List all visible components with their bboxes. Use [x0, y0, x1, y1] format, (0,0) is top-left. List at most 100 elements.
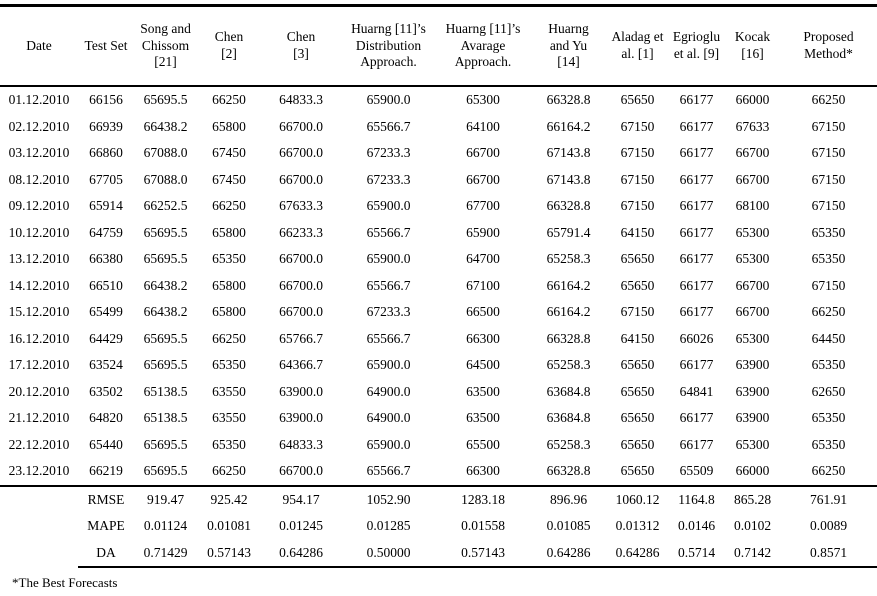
cell-kocak-16: 67633 — [735, 118, 770, 134]
cell-aladag-1: 65650 — [620, 410, 655, 426]
cell-song-chissom-21: 65695.5 — [143, 436, 188, 452]
cell-chen-3: 66233.3 — [279, 224, 323, 240]
stats-row-mape: MAPE 0.01124 0.01081 0.01245 0.01285 0.01558 0… — [0, 513, 877, 540]
table-row: 23.12.2010 66219 65695.5 66250 66700.0 65566.… — [0, 458, 877, 487]
stats-cell-kocak-16: 0.0102 — [733, 518, 772, 534]
stats-cell-chen-3: 954.17 — [282, 491, 320, 507]
cell-kocak-16: 65300 — [735, 330, 770, 346]
cell-chen-2: 65800 — [212, 277, 246, 293]
stats-cell-huarng-11-distribution: 0.01285 — [366, 518, 411, 534]
cell-aladag-1: 67150 — [620, 304, 655, 320]
cell-aladag-1: 67150 — [620, 171, 655, 187]
cell-aladag-1: 67150 — [620, 198, 655, 214]
cell-huarng-11-distribution: 65900.0 — [366, 436, 411, 452]
cell-chen-2: 66250 — [212, 330, 246, 346]
cell-huarng-11-distribution: 65900.0 — [366, 357, 411, 373]
cell-chen-2: 66250 — [212, 198, 246, 214]
cell-huarng-11-avarage: 66300 — [466, 330, 500, 346]
cell-test-set: 64429 — [89, 330, 123, 346]
cell-kocak-16: 65300 — [735, 224, 770, 240]
cell-date: 20.12.2010 — [8, 383, 70, 399]
table-row: 20.12.2010 63502 65138.5 63550 63900.0 64900.… — [0, 379, 877, 406]
cell-huarng-11-avarage: 64100 — [466, 118, 500, 134]
cell-huarng-11-avarage: 65300 — [466, 92, 500, 108]
cell-huarng-11-distribution: 65566.7 — [366, 277, 411, 293]
cell-huarng-11-avarage: 67700 — [466, 198, 500, 214]
stats-label-da: DA — [78, 539, 134, 568]
cell-chen-3: 64366.7 — [279, 357, 323, 373]
cell-aladag-1: 64150 — [620, 224, 655, 240]
table-row: 13.12.2010 66380 65695.5 65350 66700.0 65900.… — [0, 246, 877, 273]
cell-proposed-method: 67150 — [811, 118, 846, 134]
cell-huarng-yu-14: 63684.8 — [546, 410, 591, 426]
stats-cell-huarng-11-avarage: 1283.18 — [461, 491, 505, 507]
stats-cell-kocak-16: 0.7142 — [725, 539, 780, 568]
cell-aladag-1: 67150 — [620, 118, 655, 134]
cell-huarng-yu-14: 67143.8 — [546, 145, 591, 161]
column-header-huarng-11-distribution: Huarng [11]’s Distribution Approach. — [341, 5, 436, 87]
column-header-song-chissom-21: Song and Chissom [21] — [134, 5, 197, 87]
cell-huarng-11-distribution: 67233.3 — [366, 304, 411, 320]
cell-date: 08.12.2010 — [8, 171, 70, 187]
cell-chen-3: 65766.7 — [279, 330, 323, 346]
stats-label-mape: MAPE — [87, 518, 125, 534]
cell-proposed-method: 67150 — [811, 198, 846, 214]
stats-cell-huarng-yu-14: 0.64286 — [530, 539, 607, 568]
cell-kocak-16: 63900 — [735, 410, 770, 426]
cell-chen-3: 67633.3 — [279, 198, 323, 214]
cell-date: 16.12.2010 — [8, 330, 70, 346]
cell-egrioglu-9: 65509 — [668, 458, 725, 487]
stats-cell-song-chissom-21: 0.01124 — [143, 518, 188, 534]
cell-proposed-method: 65350 — [811, 410, 846, 426]
cell-test-set: 66219 — [78, 458, 134, 487]
cell-proposed-method: 67150 — [811, 145, 846, 161]
cell-aladag-1: 67150 — [620, 145, 655, 161]
stats-label-rmse: RMSE — [87, 491, 125, 507]
cell-test-set: 66156 — [89, 92, 123, 108]
cell-test-set: 64759 — [89, 224, 123, 240]
stats-row-rmse: RMSE 919.47 925.42 954.17 1052.90 1283.18 896.… — [0, 486, 877, 514]
cell-kocak-16: 65300 — [735, 251, 770, 267]
stats-cell-huarng-yu-14: 0.01085 — [546, 518, 591, 534]
cell-test-set: 65499 — [89, 304, 123, 320]
cell-chen-3: 63900.0 — [279, 410, 323, 426]
table-row: 14.12.2010 66510 66438.2 65800 66700.0 65566.… — [0, 273, 877, 300]
table-header-row: Date Test Set Song and Chissom [21] Chen [2… — [0, 5, 877, 87]
cell-egrioglu-9: 66026 — [679, 330, 714, 346]
cell-chen-3: 64833.3 — [279, 436, 323, 452]
stats-cell-chen-2: 0.57143 — [197, 539, 261, 568]
cell-proposed-method: 65350 — [811, 251, 846, 267]
cell-date: 22.12.2010 — [8, 436, 70, 452]
cell-huarng-yu-14: 66328.8 — [546, 330, 591, 346]
cell-kocak-16: 66700 — [735, 171, 770, 187]
cell-aladag-1: 65650 — [620, 92, 655, 108]
cell-song-chissom-21: 65138.5 — [143, 383, 188, 399]
cell-song-chissom-21: 66438.2 — [143, 118, 188, 134]
stats-cell-proposed-method: 0.0089 — [809, 518, 848, 534]
cell-huarng-11-avarage: 64500 — [466, 357, 500, 373]
cell-huarng-yu-14: 66164.2 — [546, 304, 591, 320]
cell-song-chissom-21: 65695.5 — [143, 357, 188, 373]
cell-proposed-method: 65350 — [811, 436, 846, 452]
stats-cell-song-chissom-21: 0.71429 — [134, 539, 197, 568]
cell-chen-3: 66700.0 — [279, 145, 323, 161]
column-header-aladag-1: Aladag et al. [1] — [607, 5, 668, 87]
cell-huarng-11-avarage: 66300 — [436, 458, 530, 487]
cell-date: 10.12.2010 — [8, 224, 70, 240]
cell-aladag-1: 65650 — [620, 383, 655, 399]
stats-cell-egrioglu-9: 0.5714 — [668, 539, 725, 568]
cell-huarng-yu-14: 66328.8 — [530, 458, 607, 487]
cell-date: 17.12.2010 — [8, 357, 70, 373]
column-header-huarng-yu-14: Huarng and Yu [14] — [530, 5, 607, 87]
stats-cell-huarng-11-avarage: 0.57143 — [436, 539, 530, 568]
table-row: 17.12.2010 63524 65695.5 65350 64366.7 65900.… — [0, 352, 877, 379]
cell-song-chissom-21: 65695.5 — [143, 330, 188, 346]
cell-test-set: 65914 — [89, 198, 123, 214]
stats-cell-huarng-11-distribution: 0.50000 — [341, 539, 436, 568]
cell-kocak-16: 65300 — [735, 436, 770, 452]
column-header-proposed-method: Proposed Method* — [780, 5, 877, 87]
cell-kocak-16: 66700 — [735, 145, 770, 161]
cell-song-chissom-21: 65695.5 — [143, 251, 188, 267]
cell-kocak-16: 66000 — [725, 458, 780, 487]
